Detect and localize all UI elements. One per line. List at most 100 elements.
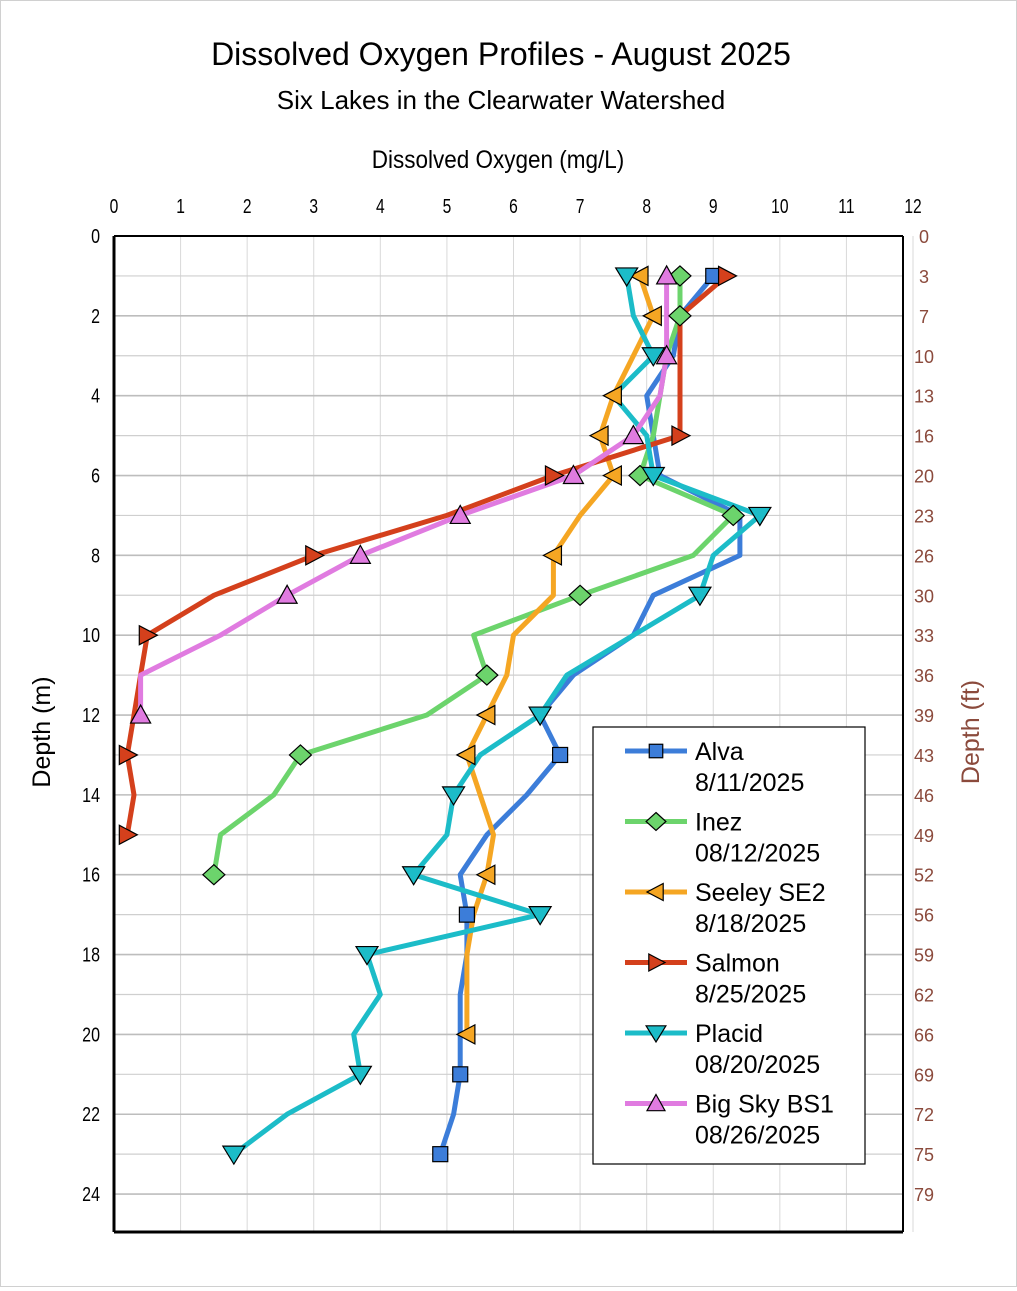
data-point-seeley-se2 — [455, 744, 476, 766]
y2-tick-label: 39 — [914, 706, 934, 726]
axes-layer: 0 1 2 3 4 5 6 7 8 9 10 11 12024681012141618202224037… — [82, 195, 934, 1234]
x-tick-label: 9 — [709, 195, 718, 217]
data-point-seeley-se2 — [628, 265, 649, 287]
y-tick-label: 18 — [82, 944, 100, 966]
x-tick-label: 7 — [576, 195, 585, 217]
y2-tick-label: 59 — [914, 946, 934, 966]
data-point-inez — [288, 744, 313, 766]
legend-label-alva: Alva — [695, 738, 744, 766]
y2-tick-label: 79 — [914, 1185, 934, 1205]
legend-label-big-sky-bs1: Big Sky BS1 — [695, 1091, 834, 1119]
data-point-alva — [552, 746, 569, 764]
y2-tick-label: 49 — [914, 826, 934, 846]
legend-marker-alva — [648, 743, 664, 759]
y2-tick-label: 7 — [919, 307, 929, 327]
data-point-placid — [221, 1145, 246, 1166]
y-tick-label: 2 — [91, 305, 100, 327]
data-point-placid — [354, 945, 380, 966]
x-tick-label: 2 — [243, 195, 252, 217]
grid-layer — [114, 236, 914, 1232]
legend-date-big-sky-bs1: 08/26/2025 — [695, 1122, 820, 1150]
x-tick-label: 12 — [904, 195, 921, 217]
y2-tick-label: 33 — [914, 626, 934, 646]
x-tick-label: 10 — [771, 195, 788, 217]
y2-tick-label: 43 — [914, 746, 934, 766]
data-point-seeley-se2 — [542, 544, 563, 566]
y2-tick-label: 66 — [914, 1025, 934, 1045]
data-point-seeley-se2 — [475, 864, 496, 886]
y2-axis-label: Depth (ft) — [957, 680, 985, 784]
y-tick-label: 12 — [82, 704, 100, 726]
y2-tick-label: 72 — [914, 1105, 934, 1125]
y2-tick-label: 16 — [914, 427, 934, 447]
legend-date-inez: 08/12/2025 — [695, 840, 820, 868]
data-point-seeley-se2 — [455, 1023, 476, 1045]
y2-tick-label: 75 — [914, 1145, 934, 1165]
data-point-placid — [528, 706, 553, 727]
y-tick-label: 20 — [82, 1024, 100, 1046]
data-point-seeley-se2 — [602, 385, 622, 407]
data-point-salmon — [544, 465, 565, 487]
data-point-placid — [441, 786, 466, 807]
data-point-alva — [458, 906, 475, 923]
y2-tick-label: 20 — [914, 467, 934, 487]
legend-box — [592, 726, 866, 1165]
y2-tick-label: 0 — [919, 227, 929, 247]
x-tick-label: 0 — [110, 195, 119, 217]
legend-marker-inez — [645, 811, 667, 832]
y-tick-label: 0 — [91, 225, 100, 247]
data-point-salmon — [118, 744, 139, 766]
y-tick-label: 6 — [91, 465, 100, 487]
series-line-big-sky-bs1 — [138, 273, 670, 718]
data-point-salmon — [138, 624, 159, 646]
data-point-placid — [348, 1065, 373, 1086]
data-point-big-sky-bs1 — [655, 344, 678, 365]
y-axis-label: Depth (m) — [28, 676, 56, 787]
data-point-inez — [568, 584, 592, 607]
legend-label-salmon: Salmon — [695, 950, 780, 978]
y-tick-label: 10 — [82, 625, 100, 647]
data-point-big-sky-bs1 — [129, 703, 152, 724]
x-tick-label: 1 — [176, 195, 185, 217]
y2-tick-label: 52 — [914, 866, 934, 886]
data-point-big-sky-bs1 — [349, 544, 372, 564]
x-tick-label: 4 — [376, 195, 385, 217]
data-point-placid — [614, 267, 639, 288]
data-point-inez — [668, 305, 692, 327]
data-point-placid — [687, 586, 713, 607]
data-point-salmon — [305, 544, 326, 566]
data-point-placid — [641, 347, 666, 367]
y2-tick-label: 30 — [914, 586, 934, 606]
x-tick-label: 5 — [443, 195, 452, 217]
data-point-inez — [721, 504, 746, 527]
x-tick-label: 11 — [838, 195, 854, 217]
chart-title: Dissolved Oxygen Profiles - August 2025 — [211, 36, 791, 72]
x-tick-label: 8 — [642, 195, 651, 217]
y2-tick-label: 56 — [914, 906, 934, 926]
legend-date-seeley-se2: 8/18/2025 — [695, 910, 806, 938]
legend-marker-seeley-se2 — [645, 882, 664, 902]
data-point-inez — [201, 863, 226, 886]
y2-tick-label: 46 — [914, 786, 934, 806]
y-tick-label: 8 — [91, 545, 100, 567]
legend-marker-placid — [645, 1025, 667, 1044]
data-point-salmon — [118, 824, 139, 846]
y-tick-label: 24 — [82, 1183, 100, 1205]
y-tick-label: 16 — [82, 864, 100, 886]
x-tick-label: 6 — [509, 195, 518, 217]
legend-marker-big-sky-bs1 — [645, 1093, 667, 1112]
y2-tick-label: 62 — [914, 985, 934, 1005]
x-tick-label: 3 — [309, 195, 318, 217]
legend: Alva 8/11/2025 Inez 08/12/2025 Seeley SE2 8/1… — [592, 726, 866, 1165]
y2-tick-label: 3 — [919, 267, 929, 287]
data-point-inez — [474, 664, 499, 686]
legend-label-placid: Placid — [695, 1020, 763, 1048]
y-tick-label: 4 — [91, 385, 100, 407]
legend-label-seeley-se2: Seeley SE2 — [695, 879, 826, 907]
y2-tick-label: 69 — [914, 1065, 934, 1085]
data-point-seeley-se2 — [642, 305, 662, 327]
data-point-alva — [432, 1146, 449, 1163]
data-point-placid — [401, 866, 426, 886]
y2-tick-label: 10 — [914, 347, 934, 367]
